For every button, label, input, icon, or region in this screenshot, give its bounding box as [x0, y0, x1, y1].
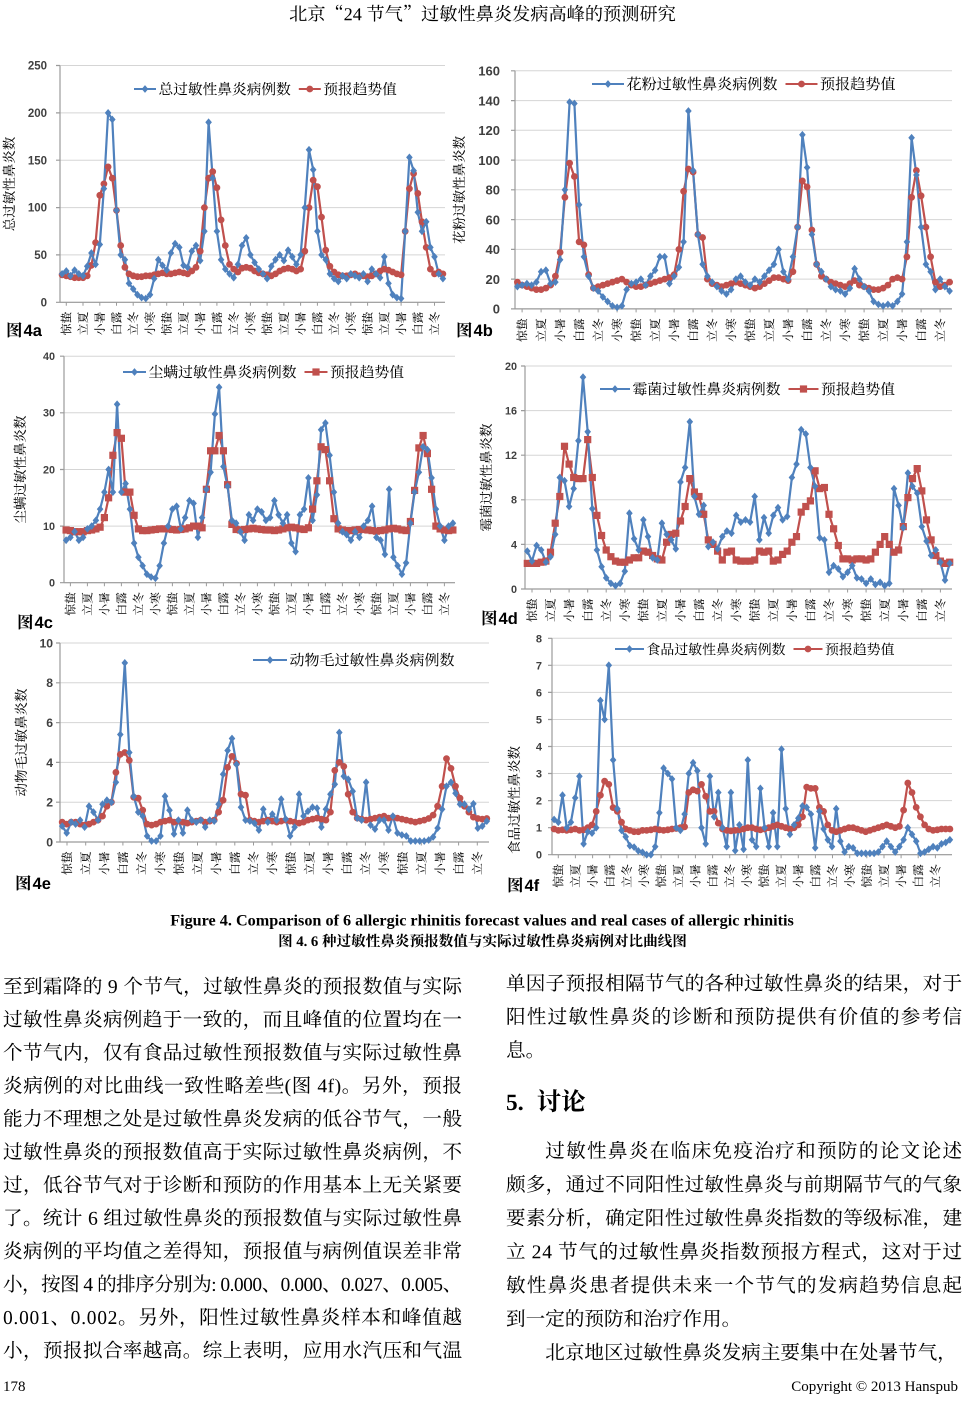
svg-text:2: 2 [536, 796, 542, 808]
svg-text:160: 160 [478, 64, 500, 79]
svg-text:20: 20 [43, 464, 55, 476]
svg-text:0: 0 [46, 835, 53, 849]
svg-text:250: 250 [28, 61, 47, 73]
svg-text:10: 10 [43, 521, 55, 533]
svg-text:30: 30 [43, 408, 55, 420]
svg-text:178: 178 [3, 1379, 26, 1395]
svg-text:200: 200 [28, 108, 47, 120]
svg-text:0: 0 [511, 584, 517, 596]
svg-text:0: 0 [536, 850, 542, 862]
svg-text:1: 1 [536, 823, 542, 835]
svg-text:5: 5 [536, 715, 542, 727]
svg-text:4: 4 [536, 742, 543, 754]
svg-text:8: 8 [46, 676, 53, 690]
svg-text:0: 0 [49, 578, 55, 590]
svg-text:20: 20 [486, 272, 500, 287]
svg-text:80: 80 [486, 183, 500, 198]
svg-text:6: 6 [536, 687, 542, 699]
svg-text:12: 12 [505, 450, 517, 462]
svg-text:3: 3 [536, 769, 542, 781]
svg-text:150: 150 [28, 155, 47, 167]
svg-text:4: 4 [511, 539, 517, 551]
svg-text:40: 40 [486, 242, 500, 257]
svg-text:140: 140 [478, 93, 500, 108]
svg-text:100: 100 [478, 153, 500, 168]
svg-text:0: 0 [41, 297, 47, 309]
svg-text:6: 6 [46, 716, 53, 730]
svg-text:120: 120 [478, 123, 500, 138]
svg-text:Figure 4. Comparison of 6 alle: Figure 4. Comparison of 6 allergic rhini… [170, 912, 794, 930]
svg-text:20: 20 [505, 361, 517, 373]
svg-text:8: 8 [536, 633, 542, 645]
svg-text:50: 50 [34, 250, 47, 262]
svg-text:7: 7 [536, 660, 542, 672]
svg-text:Copyright © 2013 Hanspub: Copyright © 2013 Hanspub [791, 1379, 958, 1395]
svg-text:2: 2 [46, 796, 53, 810]
svg-text:40: 40 [43, 351, 55, 363]
svg-text:100: 100 [28, 203, 47, 215]
svg-text:4: 4 [46, 756, 53, 770]
svg-text:60: 60 [486, 212, 500, 227]
svg-text:0: 0 [493, 302, 500, 317]
svg-text:10: 10 [39, 636, 53, 650]
svg-text:8: 8 [511, 495, 517, 507]
svg-text:16: 16 [505, 406, 517, 418]
